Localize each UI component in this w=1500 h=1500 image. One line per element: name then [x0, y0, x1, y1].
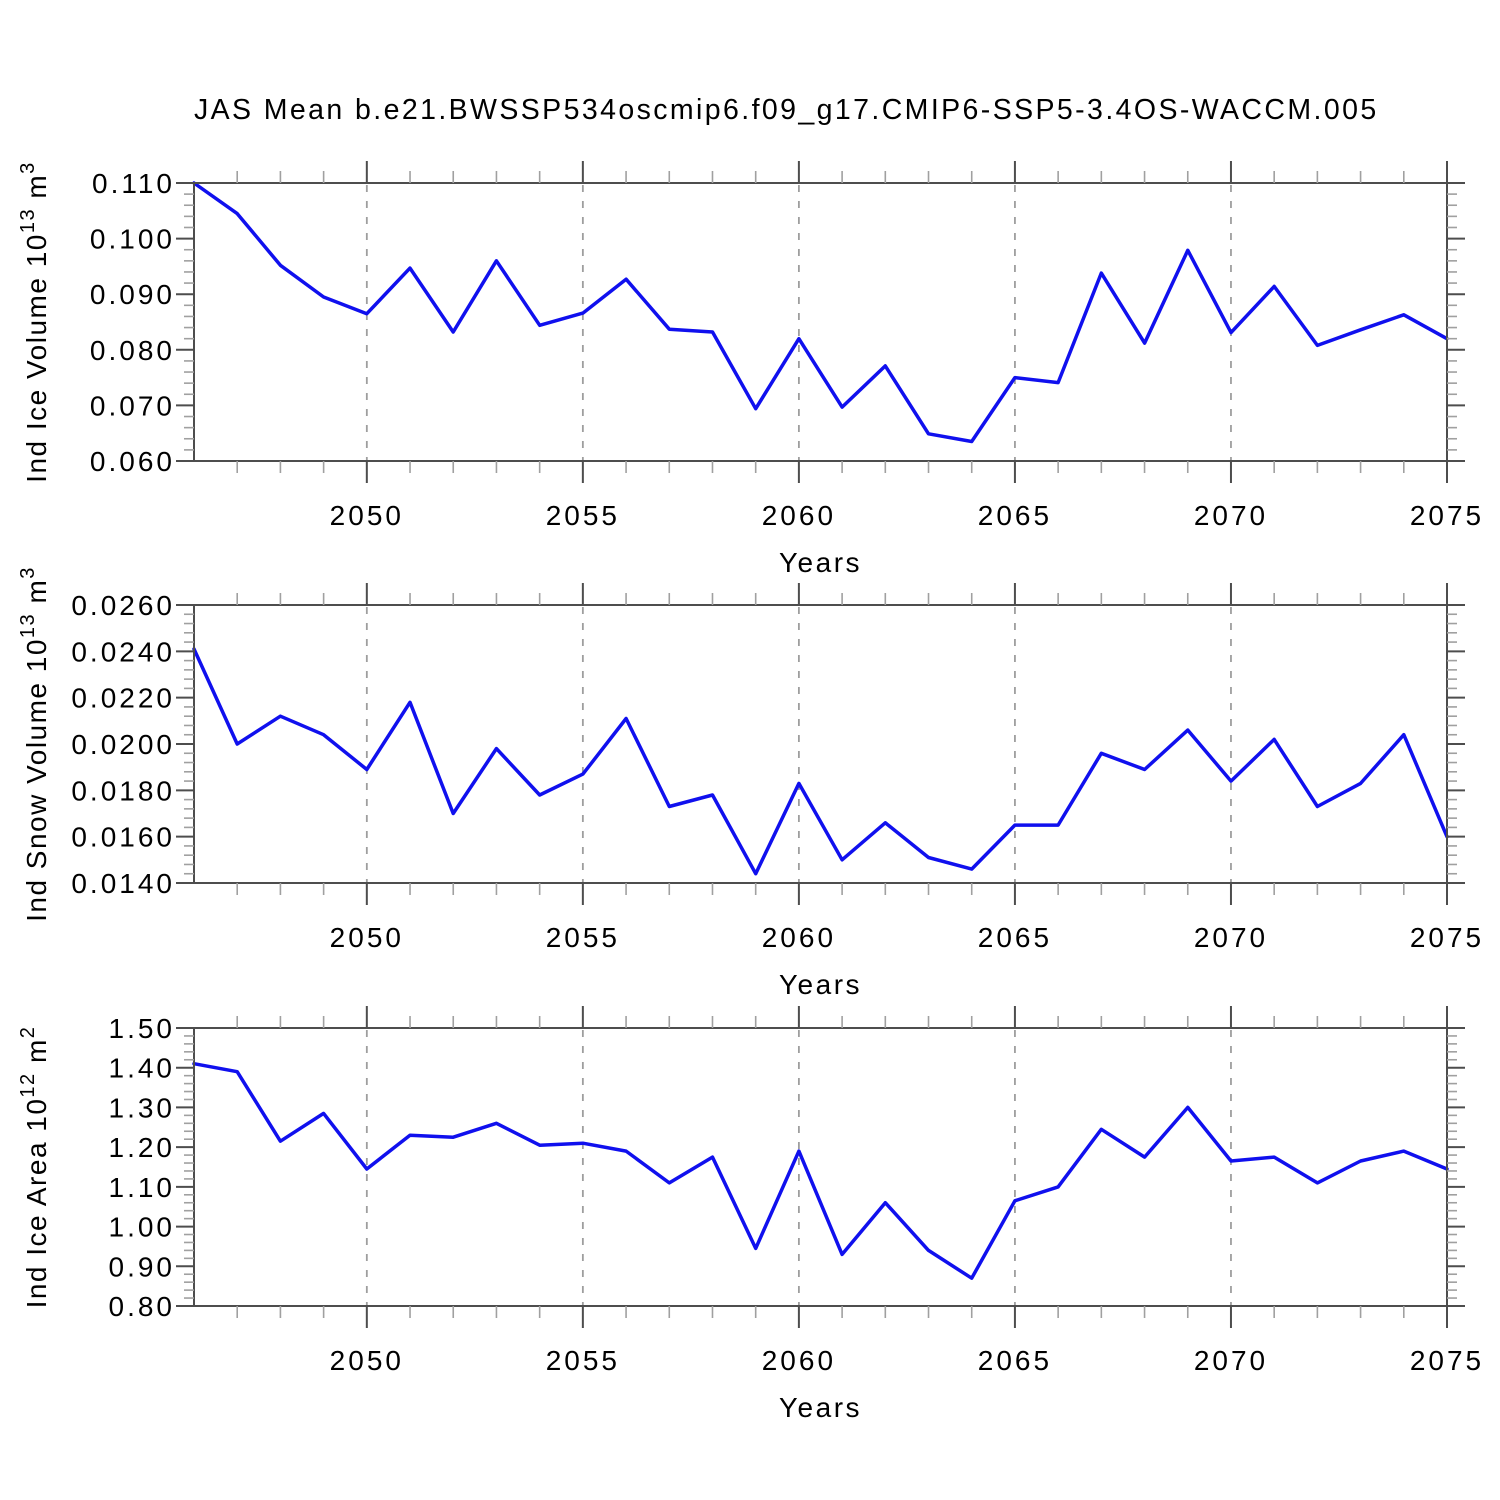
x-tick-label: 2060: [762, 1345, 836, 1376]
y-tick-label: 0.070: [90, 390, 175, 421]
x-tick-label: 2050: [330, 922, 404, 953]
x-tick-label: 2055: [546, 1345, 620, 1376]
y-tick-label: 0.0260: [71, 590, 175, 621]
x-tick-label: 2065: [978, 500, 1052, 531]
y-tick-label: 1.20: [109, 1132, 176, 1163]
gridlines: [365, 185, 1232, 460]
y-axis-title: Ind Ice Area 1012 m2: [17, 1026, 52, 1309]
x-tick-label: 2070: [1194, 922, 1268, 953]
x-tick-label: 2065: [978, 922, 1052, 953]
y-tick-label: 0.080: [90, 335, 175, 366]
y-axis: 0.0260 0.0240 0.0220 0.0200 0.0180 0.0160 0.01…: [71, 590, 1465, 899]
x-axis-title: Years: [779, 547, 862, 578]
y-tick-label: 0.090: [90, 279, 175, 310]
x-tick-label: 2075: [1410, 922, 1484, 953]
y-tick-label: 0.100: [90, 224, 175, 255]
data-line-ice-area: [192, 1061, 1449, 1280]
y-tick-label: 0.90: [109, 1251, 176, 1282]
x-tick-label: 2060: [762, 922, 836, 953]
data-line-snow-volume: [192, 647, 1449, 876]
y-tick-label: 1.10: [109, 1172, 176, 1203]
gridlines: [365, 607, 1232, 882]
x-tick-label: 2075: [1410, 500, 1484, 531]
x-tick-label: 2050: [330, 500, 404, 531]
gridlines: [365, 1030, 1232, 1305]
y-tick-label: 0.0200: [71, 729, 175, 760]
y-tick-label: 0.060: [90, 446, 175, 477]
x-axis: 2050 2055 2060 2065 2070 2075 Years: [236, 583, 1484, 1000]
y-tick-label: 1.30: [109, 1092, 176, 1123]
y-axis: 0.110 0.100 0.090 0.080 0.070 0.060: [90, 168, 1465, 477]
y-tick-label: 0.0240: [71, 636, 175, 667]
x-tick-label: 2050: [330, 1345, 404, 1376]
x-axis: 2050 2055 2060 2065 2070 2075 Years: [236, 1006, 1484, 1423]
y-tick-label: 1.00: [109, 1212, 176, 1243]
y-tick-label: 1.40: [109, 1053, 176, 1084]
x-tick-label: 2060: [762, 500, 836, 531]
panel-ice-area: 1.50 1.40 1.30 1.20 1.10 1.00 0.90 0.80 2050 2055…: [17, 1006, 1484, 1423]
y-tick-label: 1.50: [109, 1013, 176, 1044]
x-axis-title: Years: [779, 1392, 862, 1423]
y-tick-label: 0.110: [92, 168, 175, 199]
chart-title: JAS Mean b.e21.BWSSP534oscmip6.f09_g17.C…: [194, 94, 1379, 126]
y-tick-label: 0.80: [109, 1291, 176, 1322]
x-tick-label: 2065: [978, 1345, 1052, 1376]
x-tick-label: 2075: [1410, 1345, 1484, 1376]
x-tick-label: 2055: [546, 922, 620, 953]
y-axis-title: Ind Ice Volume 1013 m3: [17, 161, 52, 483]
x-tick-label: 2070: [1194, 500, 1268, 531]
x-axis-title: Years: [779, 969, 862, 1000]
x-axis: 2050 2055 2060 2065 2070 2075 Years: [236, 161, 1484, 578]
y-axis: 1.50 1.40 1.30 1.20 1.10 1.00 0.90 0.80: [109, 1013, 1465, 1322]
y-tick-label: 0.0220: [71, 683, 175, 714]
x-tick-label: 2070: [1194, 1345, 1268, 1376]
y-axis-title: Ind Snow Volume 1013 m3: [17, 566, 52, 922]
y-tick-label: 0.0180: [71, 775, 175, 806]
plot-frame: [193, 182, 1448, 462]
y-tick-label: 0.0160: [71, 822, 175, 853]
data-line-ice-volume: [192, 181, 1449, 444]
panel-snow-volume: 0.0260 0.0240 0.0220 0.0200 0.0180 0.0160 0.01…: [17, 566, 1484, 1000]
x-tick-label: 2055: [546, 500, 620, 531]
plot-frame: [193, 1027, 1448, 1307]
y-tick-label: 0.0140: [71, 868, 175, 899]
